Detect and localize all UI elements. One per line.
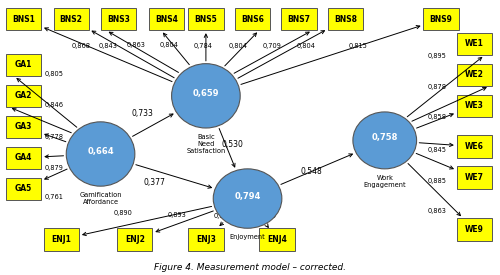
Text: 0,868: 0,868 xyxy=(72,43,90,49)
Text: 0,815: 0,815 xyxy=(348,43,367,49)
Ellipse shape xyxy=(353,112,416,169)
Text: 0,879: 0,879 xyxy=(44,165,64,170)
FancyBboxPatch shape xyxy=(457,218,492,241)
FancyBboxPatch shape xyxy=(54,8,89,30)
Text: BNS3: BNS3 xyxy=(107,15,130,24)
Text: 0,530: 0,530 xyxy=(222,140,244,148)
FancyBboxPatch shape xyxy=(6,8,42,30)
Text: BNS7: BNS7 xyxy=(288,15,310,24)
Text: GA5: GA5 xyxy=(15,184,32,193)
FancyBboxPatch shape xyxy=(328,8,363,30)
Text: 0,709: 0,709 xyxy=(262,43,281,49)
FancyBboxPatch shape xyxy=(235,8,270,30)
Text: BNS8: BNS8 xyxy=(334,15,357,24)
Text: 0,845: 0,845 xyxy=(428,147,446,153)
Text: 0,895: 0,895 xyxy=(428,53,446,59)
Text: GA2: GA2 xyxy=(15,91,32,100)
Text: 0,878: 0,878 xyxy=(428,84,446,90)
FancyBboxPatch shape xyxy=(424,8,458,30)
Text: Work
Engagement: Work Engagement xyxy=(364,175,406,188)
FancyBboxPatch shape xyxy=(6,147,42,169)
Text: 0,890: 0,890 xyxy=(113,210,132,216)
FancyBboxPatch shape xyxy=(457,33,492,55)
FancyBboxPatch shape xyxy=(188,8,224,30)
Text: Figure 4. Measurement model – corrected.: Figure 4. Measurement model – corrected. xyxy=(154,263,346,272)
FancyBboxPatch shape xyxy=(101,8,136,30)
Text: 0,863: 0,863 xyxy=(428,208,446,214)
Text: BNS9: BNS9 xyxy=(430,15,452,24)
Text: ENJ1: ENJ1 xyxy=(52,235,72,244)
FancyBboxPatch shape xyxy=(457,136,492,158)
FancyBboxPatch shape xyxy=(149,8,184,30)
Text: 0,784: 0,784 xyxy=(194,43,213,49)
Text: WE7: WE7 xyxy=(465,173,484,182)
Text: 0,548: 0,548 xyxy=(300,167,322,176)
Text: 0,761: 0,761 xyxy=(44,194,64,200)
Text: WE2: WE2 xyxy=(465,70,484,79)
Text: 0,758: 0,758 xyxy=(372,133,398,142)
Text: Basic
Need
Satisfaction: Basic Need Satisfaction xyxy=(186,134,226,154)
Ellipse shape xyxy=(172,64,240,128)
Text: WE9: WE9 xyxy=(465,225,484,234)
Text: GA1: GA1 xyxy=(15,60,32,69)
Text: WE1: WE1 xyxy=(465,39,484,48)
Text: Gamification
Affordance: Gamification Affordance xyxy=(80,192,122,205)
Text: 0,885: 0,885 xyxy=(428,178,446,184)
Text: 0,733: 0,733 xyxy=(132,109,153,118)
FancyBboxPatch shape xyxy=(117,228,152,251)
FancyBboxPatch shape xyxy=(457,95,492,117)
Ellipse shape xyxy=(66,122,135,186)
Text: BNS6: BNS6 xyxy=(241,15,264,24)
Text: 0,858: 0,858 xyxy=(428,114,446,120)
Text: 0,804: 0,804 xyxy=(160,42,178,48)
FancyBboxPatch shape xyxy=(44,228,79,251)
Text: 0,843: 0,843 xyxy=(98,43,117,49)
Ellipse shape xyxy=(213,169,282,228)
Text: BNS2: BNS2 xyxy=(60,15,82,24)
Text: 0,846: 0,846 xyxy=(44,101,64,108)
FancyBboxPatch shape xyxy=(6,116,42,138)
Text: ENJ4: ENJ4 xyxy=(267,235,287,244)
Text: 0,880: 0,880 xyxy=(258,213,276,219)
Text: 0,863: 0,863 xyxy=(127,42,146,48)
Text: WE6: WE6 xyxy=(465,142,484,151)
Text: WE3: WE3 xyxy=(465,101,484,110)
FancyBboxPatch shape xyxy=(6,178,42,200)
Text: BNS5: BNS5 xyxy=(194,15,218,24)
Text: 0,893: 0,893 xyxy=(167,212,186,218)
FancyBboxPatch shape xyxy=(260,228,294,251)
Text: ENJ3: ENJ3 xyxy=(196,235,216,244)
FancyBboxPatch shape xyxy=(188,228,224,251)
Text: 0,794: 0,794 xyxy=(234,192,260,200)
Text: 0,804: 0,804 xyxy=(228,43,247,49)
Text: BNS4: BNS4 xyxy=(156,15,178,24)
Text: ENJ2: ENJ2 xyxy=(125,235,145,244)
FancyBboxPatch shape xyxy=(6,54,42,76)
Text: 0,377: 0,377 xyxy=(144,178,166,187)
FancyBboxPatch shape xyxy=(282,8,316,30)
Text: 0,778: 0,778 xyxy=(44,134,64,140)
Text: Enjoyment: Enjoyment xyxy=(230,234,266,240)
FancyBboxPatch shape xyxy=(457,166,492,189)
Text: 0,664: 0,664 xyxy=(87,147,114,156)
Text: 0,900: 0,900 xyxy=(214,213,233,219)
FancyBboxPatch shape xyxy=(6,85,42,107)
Text: GA4: GA4 xyxy=(15,153,32,162)
Text: 0,805: 0,805 xyxy=(44,71,64,76)
Text: GA3: GA3 xyxy=(15,122,32,131)
Text: 0,659: 0,659 xyxy=(192,89,219,98)
FancyBboxPatch shape xyxy=(457,64,492,86)
Text: 0,804: 0,804 xyxy=(297,43,316,49)
Text: BNS1: BNS1 xyxy=(12,15,35,24)
